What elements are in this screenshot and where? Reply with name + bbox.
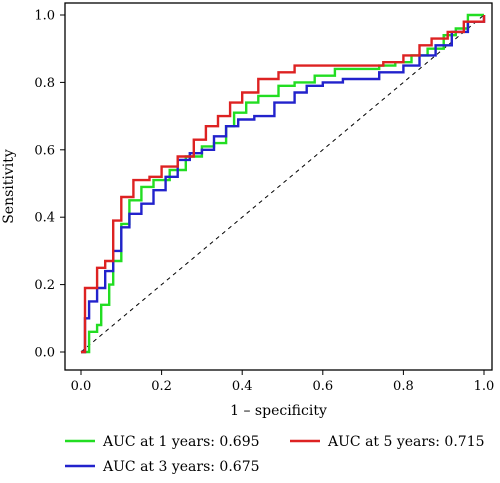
y-tick-label: 0.2 bbox=[34, 278, 55, 293]
x-tick-label: 0.4 bbox=[232, 379, 253, 394]
y-tick-label: 0.8 bbox=[34, 76, 55, 91]
x-axis-title: 1 – specificity bbox=[230, 403, 327, 419]
plot-area bbox=[80, 13, 486, 354]
reference-diagonal bbox=[80, 14, 485, 353]
series-line-2 bbox=[81, 15, 486, 354]
y-tick-label: 0.6 bbox=[34, 143, 55, 158]
legend: AUC at 1 years: 0.695 AUC at 3 years: 0.6… bbox=[65, 434, 485, 475]
series-line-1 bbox=[81, 13, 484, 354]
plot-frame bbox=[64, 2, 493, 371]
x-tick-label: 0.8 bbox=[393, 379, 414, 394]
series-line-3 bbox=[81, 15, 486, 354]
legend-label-2: AUC at 3 years: 0.675 bbox=[102, 459, 260, 475]
y-tick-label: 0.4 bbox=[34, 211, 55, 226]
x-tick-label: 0.2 bbox=[151, 379, 172, 394]
y-tick-label: 0.0 bbox=[34, 346, 55, 361]
legend-label-1: AUC at 1 years: 0.695 bbox=[102, 434, 260, 450]
y-axis-title: Sensitivity bbox=[1, 149, 17, 224]
x-tick-label: 0.6 bbox=[312, 379, 333, 394]
x-tick-label: 1.0 bbox=[474, 379, 495, 394]
legend-label-3: AUC at 5 years: 0.715 bbox=[327, 434, 485, 450]
y-tick-label: 1.0 bbox=[34, 9, 55, 24]
x-tick-label: 0.0 bbox=[71, 379, 92, 394]
axes: 0.0 0.2 0.4 0.6 0.8 1.0 0.0 0.2 0.4 0.6 0.8 1.0 bbox=[34, 2, 495, 394]
